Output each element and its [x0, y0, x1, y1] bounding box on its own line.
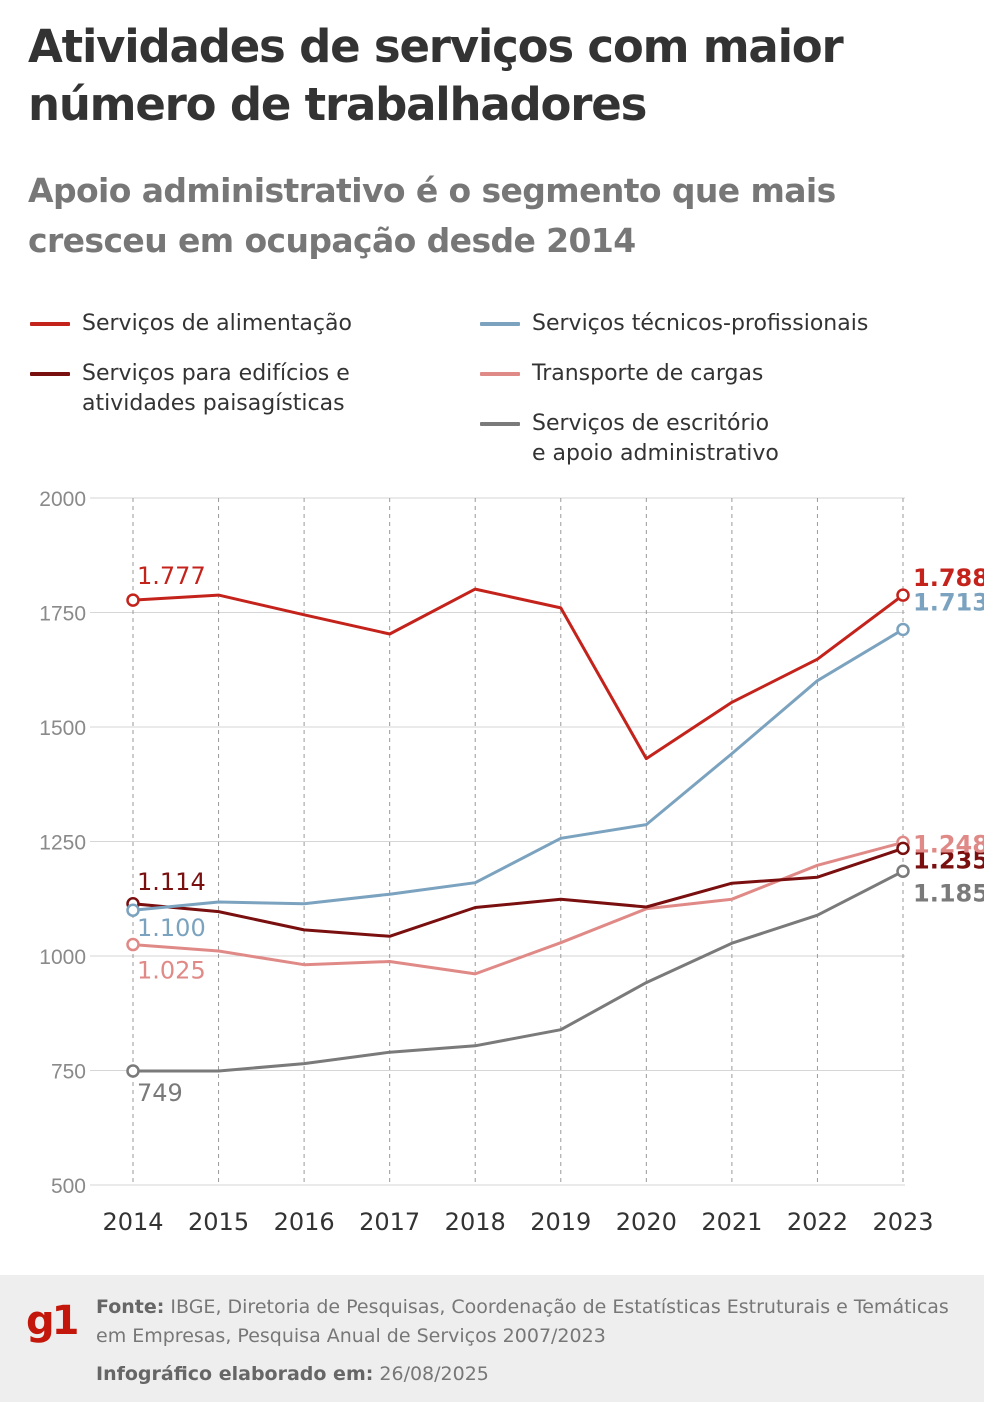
chart-subtitle: Apoio administrativo é o segmento que ma… — [28, 171, 836, 260]
source-text: IBGE, Diretoria de Pesquisas, Coordenaçã… — [96, 1296, 949, 1347]
series-line-2 — [131, 627, 905, 912]
x-tick-label-2021: 2021 — [701, 1208, 762, 1236]
source-label: Fonte: — [96, 1296, 165, 1318]
series-2-start-label: 1.100 — [137, 914, 206, 942]
legend-label-escritorio: Serviços de escritório e apoio administr… — [532, 411, 779, 466]
y-tick-label-1500: 1500 — [39, 717, 86, 740]
x-tick-label-2023: 2023 — [872, 1208, 933, 1236]
g1-logo: g1 — [26, 1298, 79, 1344]
date-note: Infográfico elaborado em: 26/08/2025 — [96, 1360, 489, 1389]
series-3-start-label: 1.025 — [137, 957, 206, 985]
x-tick-label-2022: 2022 — [787, 1208, 848, 1236]
series-line-0 — [131, 587, 905, 761]
series-3-point-2014 — [126, 937, 140, 952]
x-tick-label-2017: 2017 — [359, 1208, 420, 1236]
series-4-point-2023 — [896, 864, 910, 879]
series-line-3 — [131, 840, 905, 976]
legend-item-alimentacao: Serviços de alimentação — [30, 309, 352, 339]
series-1-point-2023 — [896, 841, 910, 856]
legend-label-cargas: Transporte de cargas — [532, 361, 764, 386]
series-1-end-label: 1.235 — [913, 846, 984, 874]
y-tick-label-1750: 1750 — [39, 603, 86, 626]
series-0-end-label: 1.788 — [913, 564, 984, 592]
y-tick-label-1250: 1250 — [39, 832, 86, 855]
series-4-start-label: 749 — [137, 1079, 183, 1107]
x-tick-label-2014: 2014 — [102, 1208, 163, 1236]
footer: g1 Fonte: IBGE, Diretoria de Pesquisas, … — [0, 1275, 984, 1402]
series-2-point-2014 — [126, 903, 140, 917]
source-note: Fonte: IBGE, Diretoria de Pesquisas, Coo… — [96, 1293, 956, 1351]
legend-label-edificios: Serviços para edifícios e atividades pai… — [82, 361, 350, 416]
legend-item-edificios: Serviços para edifícios e atividades pai… — [30, 359, 350, 419]
series-0-start-label: 1.777 — [137, 562, 206, 590]
y-tick-label-500: 500 — [51, 1175, 86, 1198]
date-value: 26/08/2025 — [379, 1363, 489, 1385]
series-2-point-2023 — [896, 622, 910, 637]
legend-item-escritorio: Serviços de escritório e apoio administr… — [480, 409, 779, 469]
legend-swatch-edificios — [30, 372, 70, 376]
legend-swatch-escritorio — [480, 422, 520, 426]
series-line-4 — [131, 869, 905, 1073]
y-tick-label-750: 750 — [51, 1061, 86, 1084]
legend-swatch-cargas — [480, 372, 520, 376]
line-chart: 500 750 1000 1250 1500 1750 2000 2014 2015 2016 20… — [39, 488, 984, 1236]
series-line-1 — [131, 846, 905, 938]
legend-label-alimentacao: Serviços de alimentação — [82, 311, 352, 336]
x-tick-label-2020: 2020 — [616, 1208, 677, 1236]
series-4-point-2014 — [126, 1064, 140, 1078]
x-tick-label-2018: 2018 — [445, 1208, 506, 1236]
legend-swatch-alimentacao — [30, 322, 70, 326]
legend-item-cargas: Transporte de cargas — [480, 359, 763, 389]
date-label: Infográfico elaborado em: — [96, 1363, 374, 1385]
y-tick-label-1000: 1000 — [39, 946, 86, 969]
series-4-end-label: 1.185 — [913, 879, 984, 907]
series-2-end-label: 1.713 — [913, 588, 984, 616]
chart-title: Atividades de serviços com maior número … — [28, 20, 844, 131]
series-1-start-label: 1.114 — [137, 868, 206, 896]
x-tick-label-2016: 2016 — [274, 1208, 335, 1236]
legend-label-tecnicos: Serviços técnicos-profissionais — [532, 311, 869, 336]
y-tick-label-2000: 2000 — [39, 488, 86, 511]
legend-item-tecnicos: Serviços técnicos-profissionais — [480, 309, 868, 339]
x-tick-label-2015: 2015 — [188, 1208, 249, 1236]
x-tick-label-2019: 2019 — [530, 1208, 591, 1236]
legend-swatch-tecnicos — [480, 322, 520, 326]
series-0-point-2023 — [896, 588, 910, 602]
series-3-end-label: 1.248 — [913, 830, 984, 858]
series-0-point-2014 — [126, 593, 140, 607]
